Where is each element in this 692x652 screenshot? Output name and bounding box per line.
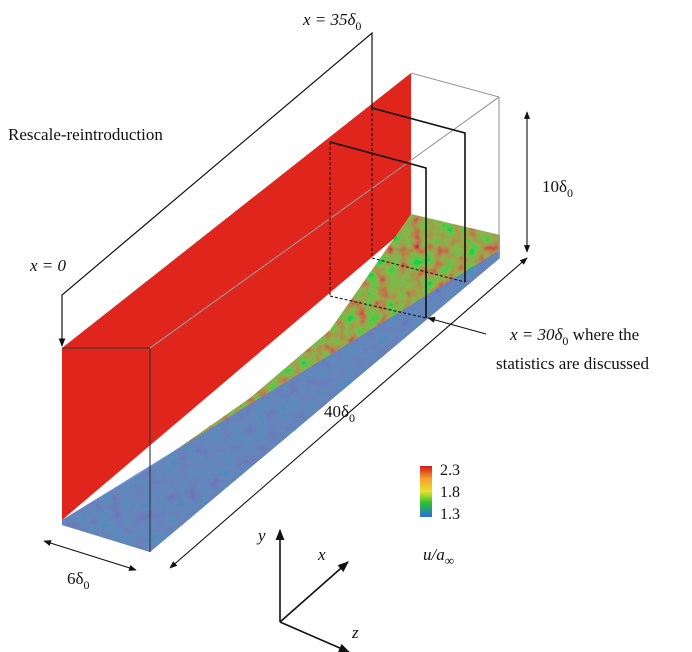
label-length: 40δ0: [324, 402, 355, 425]
label-height: 10δ0: [542, 177, 573, 200]
length-dimension-arrow: [169, 257, 528, 569]
label-rescale: Rescale-reintroduction: [8, 125, 163, 144]
width-dimension-arrow: [43, 540, 137, 571]
colorbar-max: 2.3: [440, 462, 460, 479]
axis-label-y: y: [256, 526, 266, 545]
label-x0: x = 0: [29, 256, 67, 275]
colorbar-label: u/a∞: [423, 545, 454, 568]
colorbar: [420, 466, 432, 517]
colorbar-mid: 1.8: [440, 484, 460, 501]
label-x30: x = 30δ0 where the: [509, 325, 639, 348]
rescale-arrow: [58, 31, 373, 347]
label-x35: x = 35δ0: [302, 10, 361, 33]
axis-label-x: x: [317, 545, 326, 564]
label-width: 6δ0: [67, 569, 90, 592]
colorbar-min: 1.3: [440, 506, 460, 523]
label-x30-line2: statistics are discussed: [496, 354, 649, 373]
axis-label-z: z: [351, 623, 359, 642]
x30-callout-arrow: [427, 316, 487, 335]
coordinate-axes: [275, 528, 351, 652]
